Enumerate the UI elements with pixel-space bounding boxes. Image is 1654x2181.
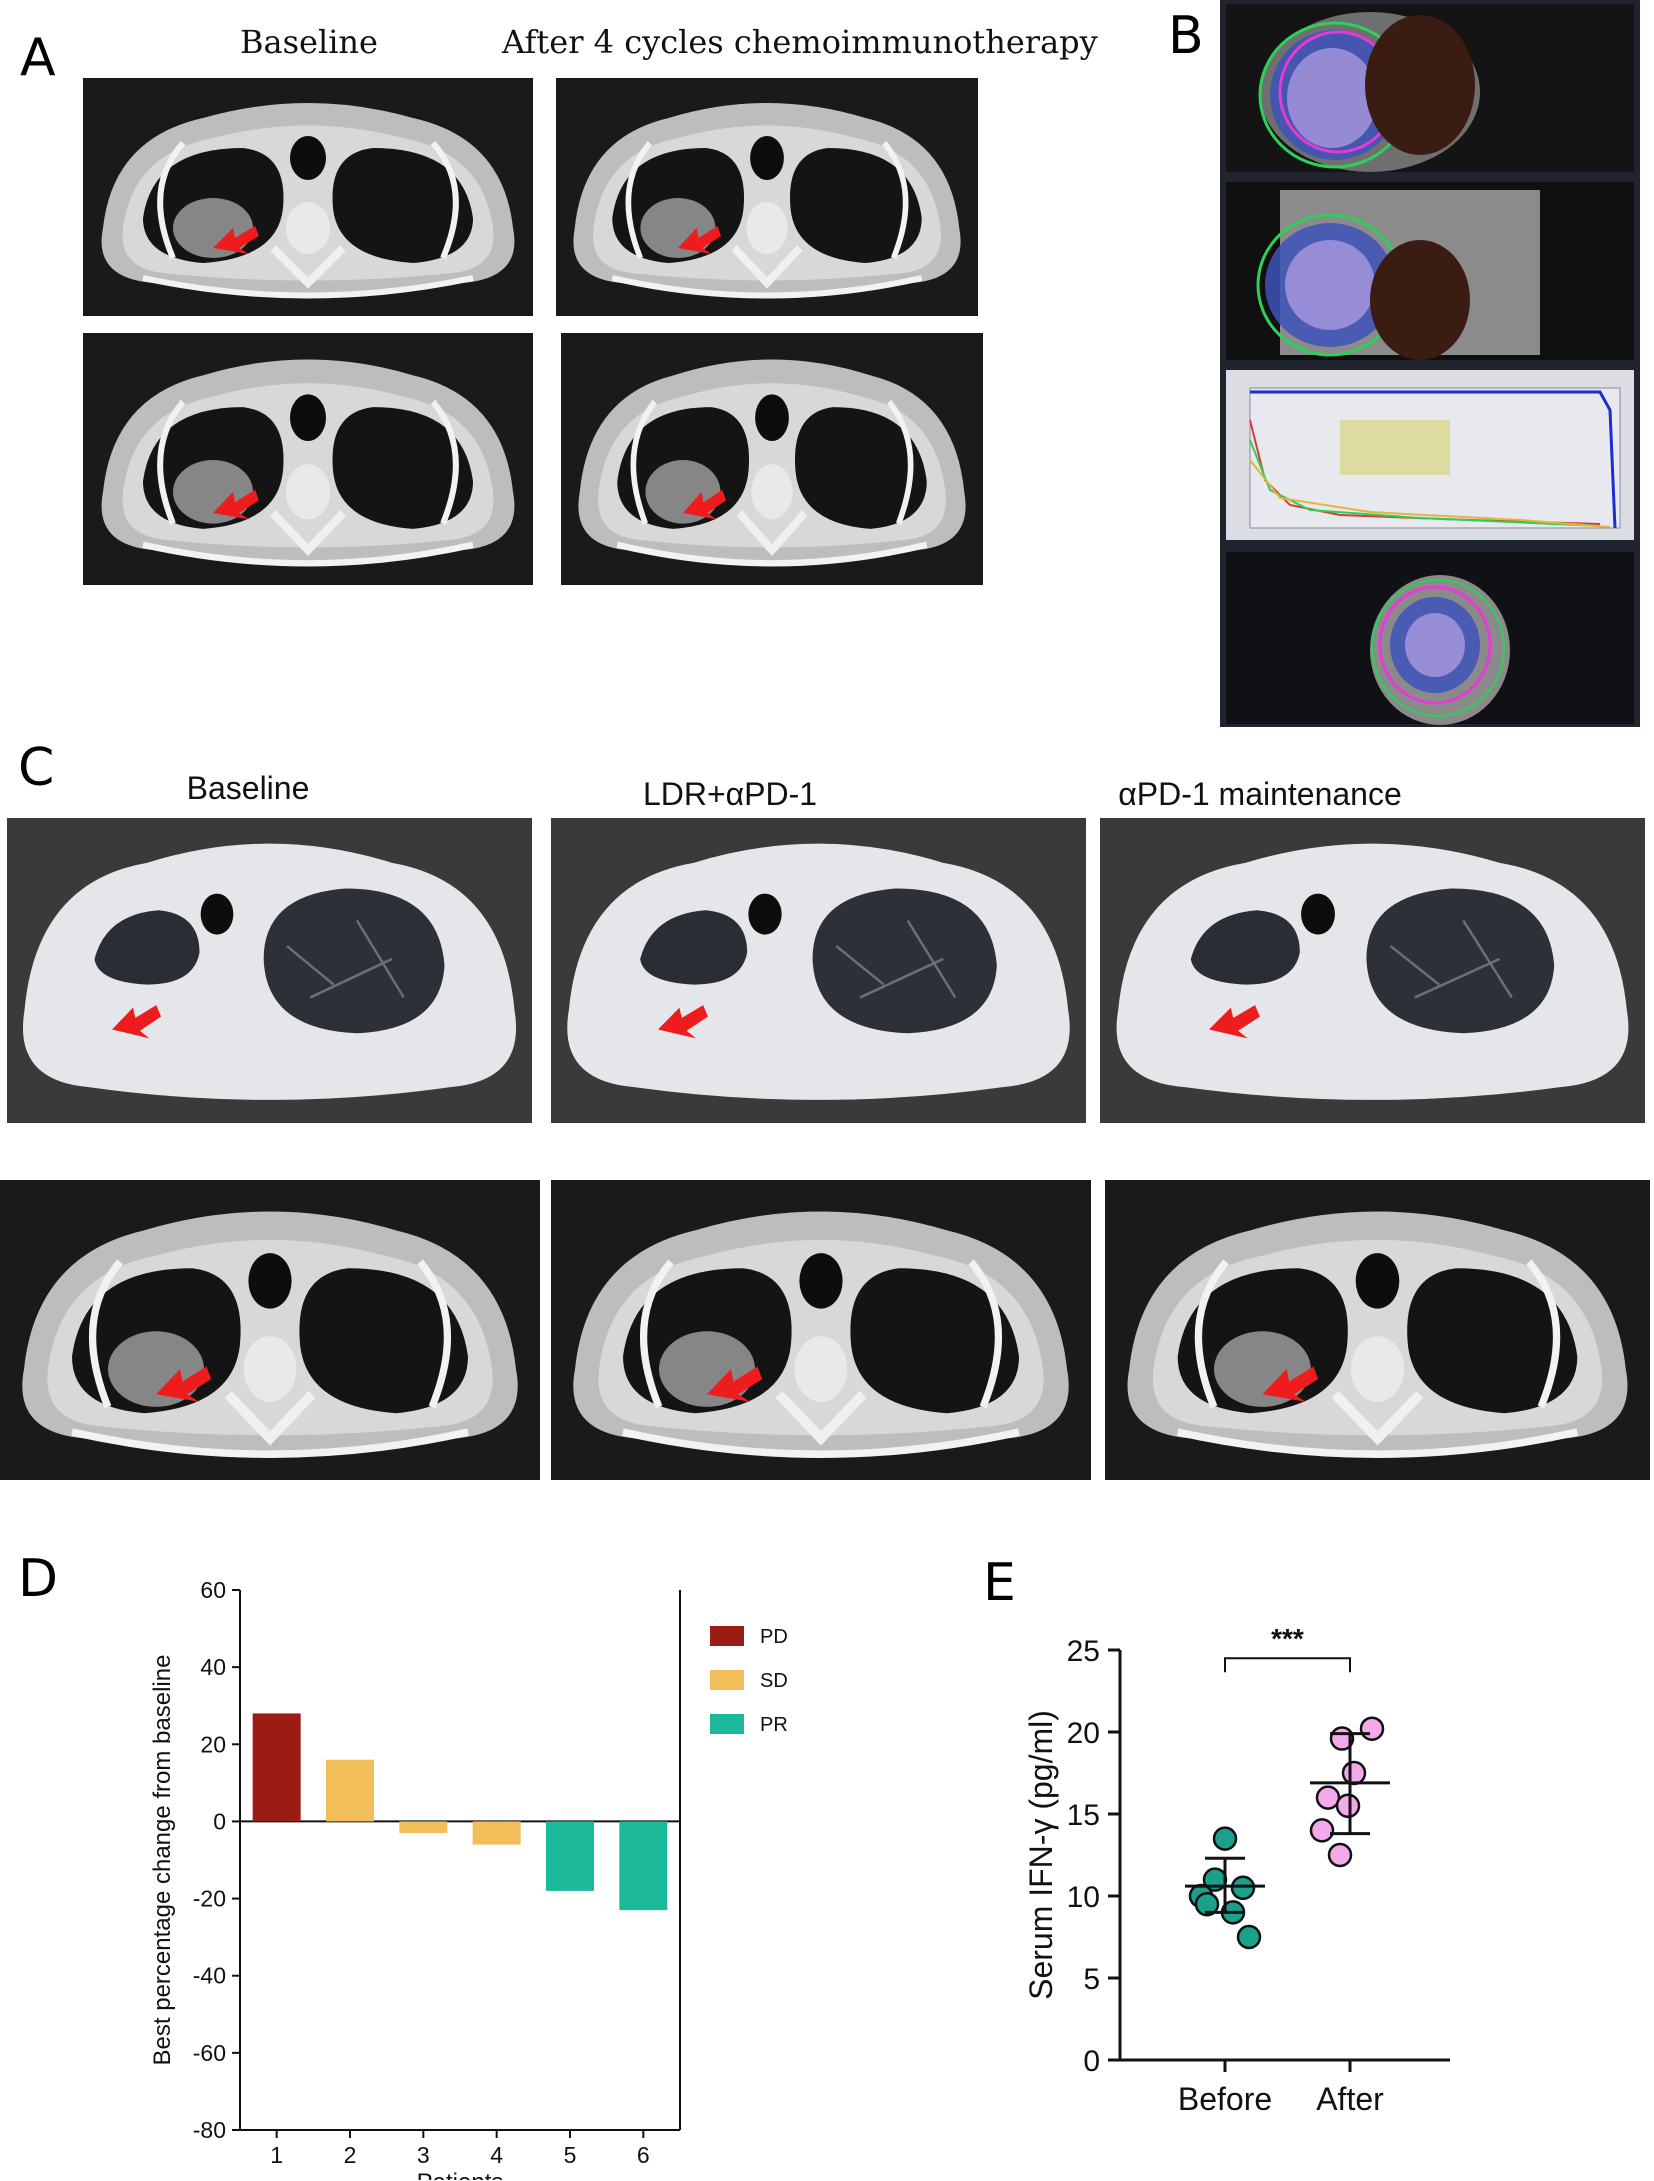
panel-c-title-baseline: Baseline xyxy=(186,770,310,806)
x-tick-label: 1 xyxy=(270,2142,283,2168)
x-tick-label: 5 xyxy=(564,2142,577,2168)
legend-label: SD xyxy=(760,1670,788,1692)
bar xyxy=(472,1821,521,1845)
bar xyxy=(546,1821,594,1891)
x-tick-label: 2 xyxy=(344,2142,357,2168)
panel-label-d: D xyxy=(18,1549,59,1609)
y-tick-label: -60 xyxy=(193,2040,226,2066)
ct-svg xyxy=(1100,818,1645,1123)
data-point xyxy=(1236,1924,1262,1950)
ct-scan-c-ldr-lung-window xyxy=(551,818,1086,1123)
y-tick-label: 25 xyxy=(1067,1635,1100,1668)
panel-label-c: C xyxy=(18,738,55,798)
ct-scan-c-baseline-lung-window xyxy=(7,818,532,1123)
ct-svg xyxy=(1105,1180,1650,1480)
data-point xyxy=(1359,1716,1385,1741)
data-point xyxy=(1212,1826,1238,1851)
radiotherapy-plan-screenshot xyxy=(1220,0,1640,727)
ct-scan-a-after-1 xyxy=(556,78,978,316)
legend-swatch xyxy=(710,1714,744,1734)
data-point xyxy=(1309,1818,1335,1843)
legend-swatch xyxy=(710,1626,744,1646)
significance-label: *** xyxy=(1271,1623,1304,1654)
x-tick-label: Before xyxy=(1178,2081,1272,2117)
y-tick-label: 20 xyxy=(1067,1717,1100,1750)
y-tick-label: -40 xyxy=(193,1963,226,1989)
panel-a-title-baseline: Baseline xyxy=(240,23,378,61)
y-tick-label: 15 xyxy=(1067,1799,1100,1832)
significance-bracket xyxy=(1224,1657,1351,1673)
bar xyxy=(399,1821,448,1833)
y-tick-label: 5 xyxy=(1083,1963,1100,1996)
bar xyxy=(252,1713,301,1822)
ct-scan-c-baseline-mediastinal xyxy=(0,1180,540,1480)
bar xyxy=(326,1759,374,1822)
ct-scan-a-baseline-1 xyxy=(83,78,533,316)
ct-svg xyxy=(83,333,533,585)
y-tick-label: 0 xyxy=(1083,2045,1100,2078)
data-point xyxy=(1341,1760,1367,1786)
y-axis-label: Best percentage change from baseline xyxy=(149,1655,176,2066)
y-tick-label: -20 xyxy=(193,1886,226,1912)
x-tick-label: 6 xyxy=(637,2142,650,2168)
data-point xyxy=(1230,1875,1256,1901)
ct-scan-c-maintenance-lung-window xyxy=(1100,818,1645,1123)
ct-svg xyxy=(0,1180,540,1480)
y-tick-label: 20 xyxy=(200,1731,226,1757)
planning-svg xyxy=(1220,0,1640,727)
y-tick-label: -80 xyxy=(193,2117,226,2143)
chart-d: 60 40 20 0 -20 -40 -60 -80 1 2 3 4 5 6 Patients Best pe… xyxy=(149,1580,788,2180)
legend-label: PR xyxy=(760,1714,788,1736)
panel-label-a: A xyxy=(20,28,56,88)
data-point xyxy=(1327,1842,1353,1868)
ct-svg xyxy=(83,78,533,316)
data-point xyxy=(1194,1891,1220,1917)
panel-a-title-after: After 4 cycles chemoimmunotherapy xyxy=(502,23,1098,61)
data-point xyxy=(1335,1793,1361,1819)
ct-scan-a-after-2 xyxy=(561,333,983,585)
x-tick-label: 3 xyxy=(417,2142,430,2168)
ct-svg xyxy=(561,333,983,585)
chart-e: 25 20 15 10 5 0 Serum IFN-γ (pg/ml) Before After… xyxy=(1023,1623,1450,2117)
panel-label-b: B xyxy=(1168,6,1204,66)
ct-svg xyxy=(551,1180,1091,1480)
ct-scan-c-ldr-mediastinal xyxy=(551,1180,1091,1480)
bar xyxy=(619,1821,668,1911)
ct-svg xyxy=(7,818,532,1123)
y-tick-label: 0 xyxy=(213,1808,226,1834)
ct-svg xyxy=(551,818,1086,1123)
legend-label: PD xyxy=(760,1626,788,1648)
y-tick-label: 10 xyxy=(1067,1881,1100,1914)
x-tick-label: 4 xyxy=(490,2142,503,2168)
legend-swatch xyxy=(710,1670,744,1690)
panel-label-e: E xyxy=(983,1553,1016,1613)
ct-scan-c-maintenance-mediastinal xyxy=(1105,1180,1650,1480)
panel-c-title-ldr: LDR+αPD-1 xyxy=(642,776,818,812)
y-tick-label: 40 xyxy=(200,1654,226,1680)
y-tick-label: 60 xyxy=(200,1580,226,1603)
ct-scan-a-baseline-2 xyxy=(83,333,533,585)
x-axis-label: Patients xyxy=(417,2169,504,2180)
x-tick-label: After xyxy=(1316,2081,1384,2117)
panel-c-title-maintenance: αPD-1 maintenance xyxy=(1118,776,1402,812)
ct-svg xyxy=(556,78,978,316)
y-axis-label: Serum IFN-γ (pg/ml) xyxy=(1023,1710,1059,2000)
data-point xyxy=(1315,1785,1341,1810)
